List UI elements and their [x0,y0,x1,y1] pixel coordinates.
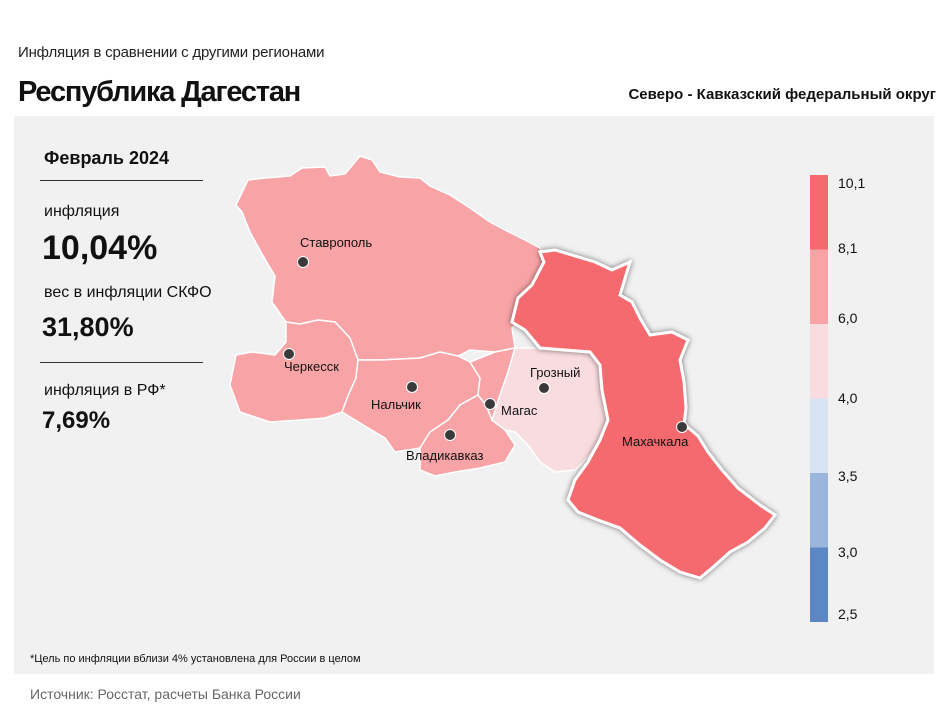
legend-tick-label: 6,0 [838,310,858,326]
district-label: Северо - Кавказский федеральный округ [628,86,936,103]
region-stavropol[interactable] [235,155,545,361]
city-label: Магас [501,403,538,418]
city-label: Нальчик [371,397,421,412]
city-marker [283,348,295,360]
legend-tick-label: 2,5 [838,606,858,622]
legend-swatch [810,398,828,473]
city-marker [538,382,550,394]
inflation-value: 10,04% [42,229,158,267]
city-label: Владикавказ [406,448,484,463]
source-note: Источник: Росстат, расчеты Банка России [30,686,301,702]
legend-tick-label: 8,1 [838,240,858,256]
footnote: *Цель по инфляции вблизи 4% установлена … [30,653,361,665]
weight-value: 31,80% [42,312,134,342]
color-legend: 10,1 8,1 6,0 4,0 3,5 3,0 2,5 [810,175,865,622]
city-marker [484,398,496,410]
page-title: Республика Дагестан [18,76,301,108]
city-marker [297,256,309,268]
city-label: Черкесск [284,359,339,374]
region-dagestan[interactable] [510,248,778,580]
legend-swatch [810,547,828,622]
legend-swatch [810,249,828,324]
city-label: Грозный [530,365,580,380]
inflation-label: инфляция [44,203,120,220]
divider-top [40,180,203,181]
legend-tick-label: 3,5 [838,468,858,484]
legend-tick-label: 4,0 [838,390,858,406]
city-marker [406,381,418,393]
divider-bottom [40,362,203,363]
legend-swatch [810,324,828,399]
city-marker [444,429,456,441]
russia-inflation-label: инфляция в РФ* [44,382,166,399]
legend-tick-label: 10,1 [838,175,865,191]
city-label: Ставрополь [300,235,372,250]
legend-swatch [810,175,828,250]
supertitle: Инфляция в сравнении с другими регионами [18,44,325,61]
russia-inflation-value: 7,69% [42,407,111,434]
period-label: Февраль 2024 [44,148,169,168]
legend-tick-label: 3,0 [838,544,858,560]
region-karachay-cherkessia[interactable] [229,319,359,423]
legend-swatch [810,473,828,548]
city-marker [676,421,688,433]
city-label: Махачкала [622,434,689,449]
weight-label: вес в инфляции СКФО [44,284,212,301]
